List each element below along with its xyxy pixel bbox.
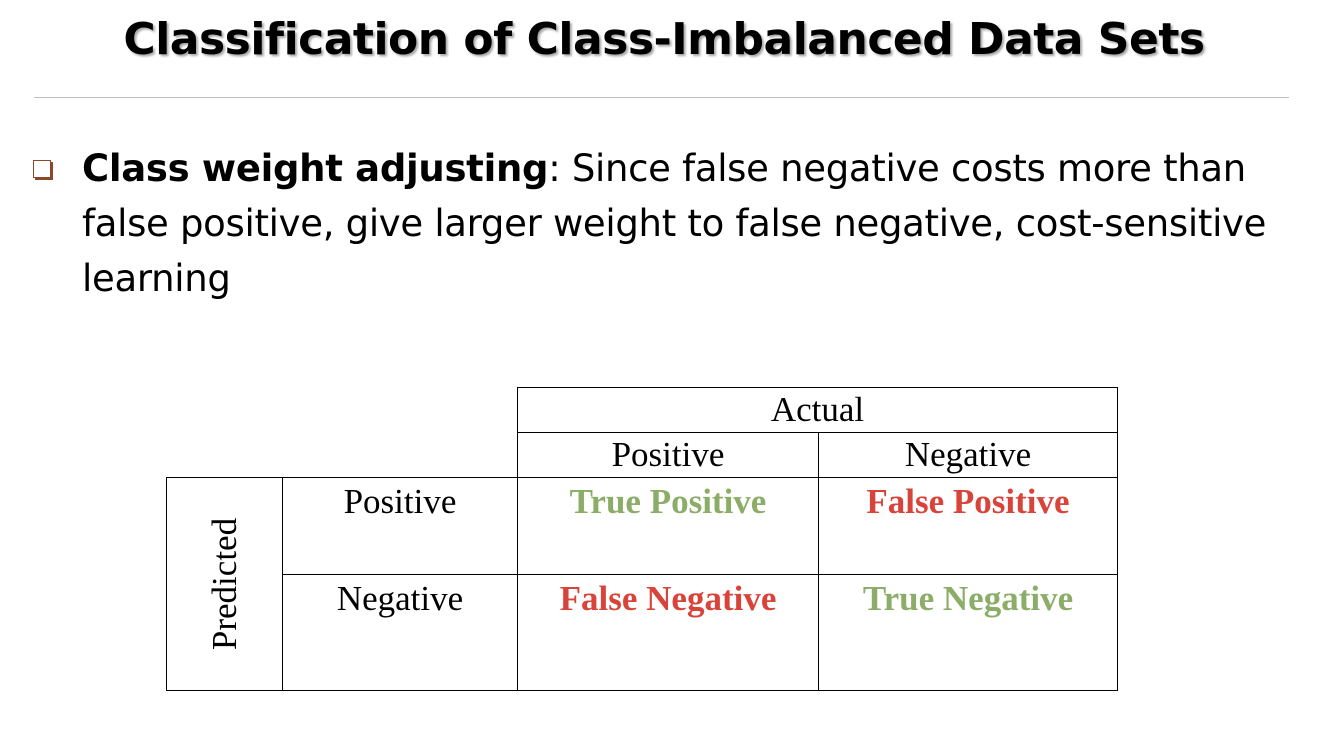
bullet-body: : Since false negative costs more than f… xyxy=(82,147,1267,300)
slide-title: Classification of Class-Imbalanced Data … xyxy=(123,14,1205,65)
checkbox-bullet-icon xyxy=(33,160,51,178)
bullet-paragraph: Class weight adjusting: Since false nega… xyxy=(82,141,1282,306)
actual-negative-header: Negative xyxy=(818,432,1118,478)
bullet-term: Class weight adjusting xyxy=(82,147,549,190)
confusion-matrix: Actual Positive Negative Predicted Posit… xyxy=(166,387,1118,691)
true-positive-cell: True Positive xyxy=(517,477,819,575)
predicted-header: Predicted xyxy=(166,477,283,691)
actual-header: Actual xyxy=(517,387,1118,433)
false-negative-cell: False Negative xyxy=(517,574,819,691)
predicted-negative-label: Negative xyxy=(282,574,518,691)
true-negative-cell: True Negative xyxy=(818,574,1118,691)
title-divider xyxy=(34,97,1289,98)
predicted-label: Predicted xyxy=(204,517,244,651)
false-positive-cell: False Positive xyxy=(818,477,1118,575)
matrix-corner xyxy=(166,387,518,478)
actual-positive-header: Positive xyxy=(517,432,819,478)
predicted-positive-label: Positive xyxy=(282,477,518,575)
